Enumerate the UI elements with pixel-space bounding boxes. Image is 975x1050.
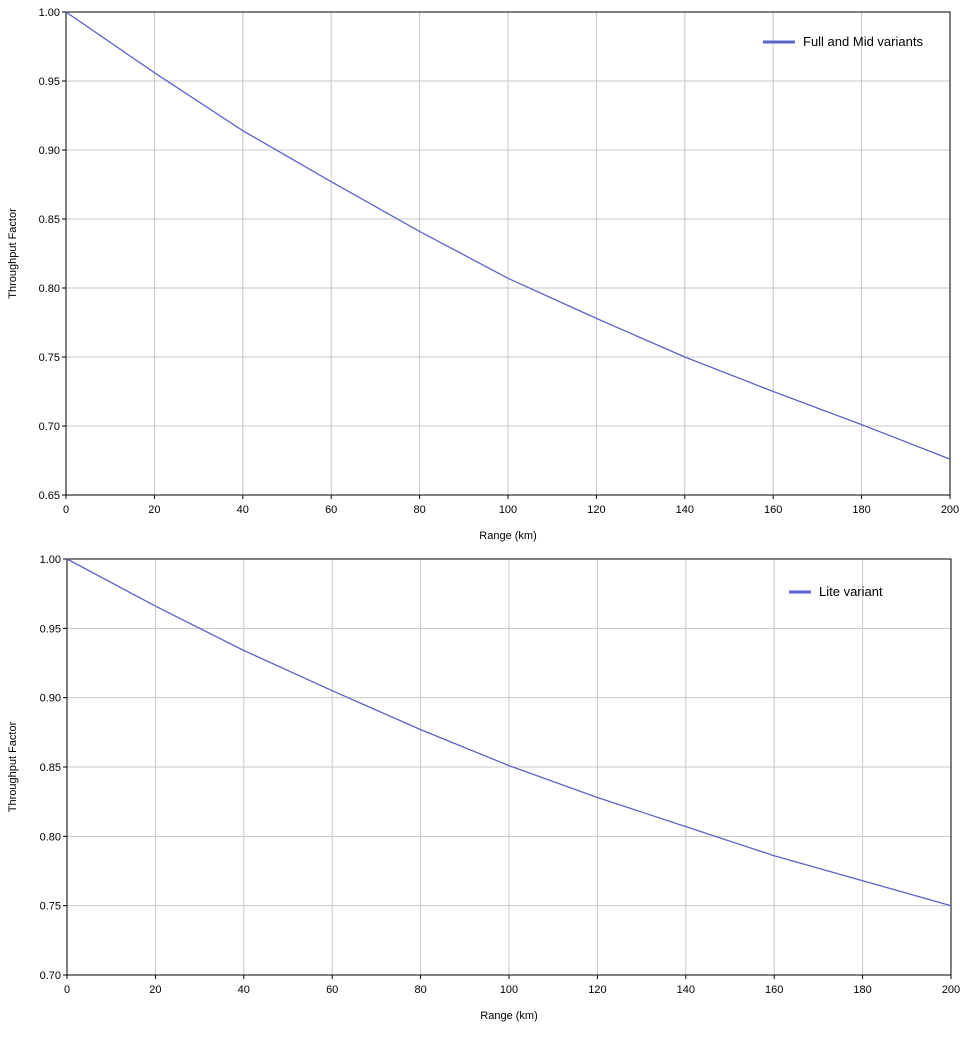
x-tick-label: 60 (325, 504, 337, 516)
y-tick-label: 0.80 (40, 831, 61, 843)
x-tick-label: 40 (238, 984, 250, 996)
x-tick-label: 80 (414, 984, 426, 996)
y-tick-label: 0.65 (39, 490, 60, 502)
y-tick-label: 0.70 (40, 970, 61, 982)
x-tick-label: 80 (413, 504, 425, 516)
legend-label: Full and Mid variants (803, 34, 923, 49)
gridlines (66, 11, 951, 495)
ticks: 0 20 40 60 80 100 120 140 160 180 200 0.70 0.75 0.80 0… (40, 554, 961, 996)
x-tick-label: 200 (941, 504, 959, 516)
x-tick-label: 40 (237, 504, 249, 516)
y-tick-label: 0.85 (39, 214, 60, 226)
chart-svg-full-mid: 0 20 40 60 80 100 120 140 160 180 200 0.65 0.70 0.75 0… (7, 7, 960, 542)
y-axis-title: Throughput Factor (7, 208, 19, 299)
x-tick-label: 160 (765, 984, 783, 996)
series-line (66, 558, 952, 907)
x-tick-label: 100 (499, 504, 517, 516)
y-tick-label: 0.90 (39, 145, 60, 157)
y-tick-label: 1.00 (39, 7, 60, 19)
chart-lite: 0 20 40 60 80 100 120 140 160 180 200 0.70 0.75 0.80 0… (0, 550, 975, 1050)
x-tick-label: 120 (587, 504, 605, 516)
y-tick-label: 0.95 (39, 76, 60, 88)
y-tick-label: 0.75 (40, 901, 61, 913)
x-tick-label: 180 (853, 984, 871, 996)
x-tick-label: 140 (677, 984, 695, 996)
y-tick-label: 0.80 (39, 283, 60, 295)
y-tick-label: 0.85 (40, 762, 61, 774)
gridlines (67, 558, 952, 975)
chart-full-mid: 0 20 40 60 80 100 120 140 160 180 200 0.65 0.70 0.75 0… (7, 7, 960, 542)
ticks: 0 20 40 60 80 100 120 140 160 180 200 0.65 0.70 0.75 0… (39, 7, 960, 516)
y-tick-label: 1.00 (40, 554, 61, 566)
x-tick-label: 20 (148, 504, 160, 516)
x-axis-title: Range (km) (480, 1010, 537, 1022)
y-tick-label: 0.95 (40, 623, 61, 635)
chart-svg-lite: 0 20 40 60 80 100 120 140 160 180 200 0.70 0.75 0.80 0… (7, 554, 961, 1022)
y-tick-label: 0.75 (39, 352, 60, 364)
x-tick-label: 140 (676, 504, 694, 516)
y-tick-label: 0.70 (39, 421, 60, 433)
x-tick-label: 180 (852, 504, 870, 516)
x-tick-label: 100 (500, 984, 518, 996)
series-line (65, 11, 951, 460)
x-tick-label: 0 (64, 984, 70, 996)
legend: Full and Mid variants (763, 34, 923, 49)
x-tick-label: 60 (326, 984, 338, 996)
legend-label: Lite variant (819, 584, 883, 599)
legend: Lite variant (789, 584, 883, 599)
x-tick-label: 0 (63, 504, 69, 516)
y-tick-label: 0.90 (40, 693, 61, 705)
y-axis-title: Throughput Factor (7, 721, 19, 812)
x-tick-label: 120 (588, 984, 606, 996)
x-tick-label: 200 (942, 984, 960, 996)
x-tick-label: 160 (764, 504, 782, 516)
x-tick-label: 20 (149, 984, 161, 996)
x-axis-title: Range (km) (479, 530, 536, 542)
